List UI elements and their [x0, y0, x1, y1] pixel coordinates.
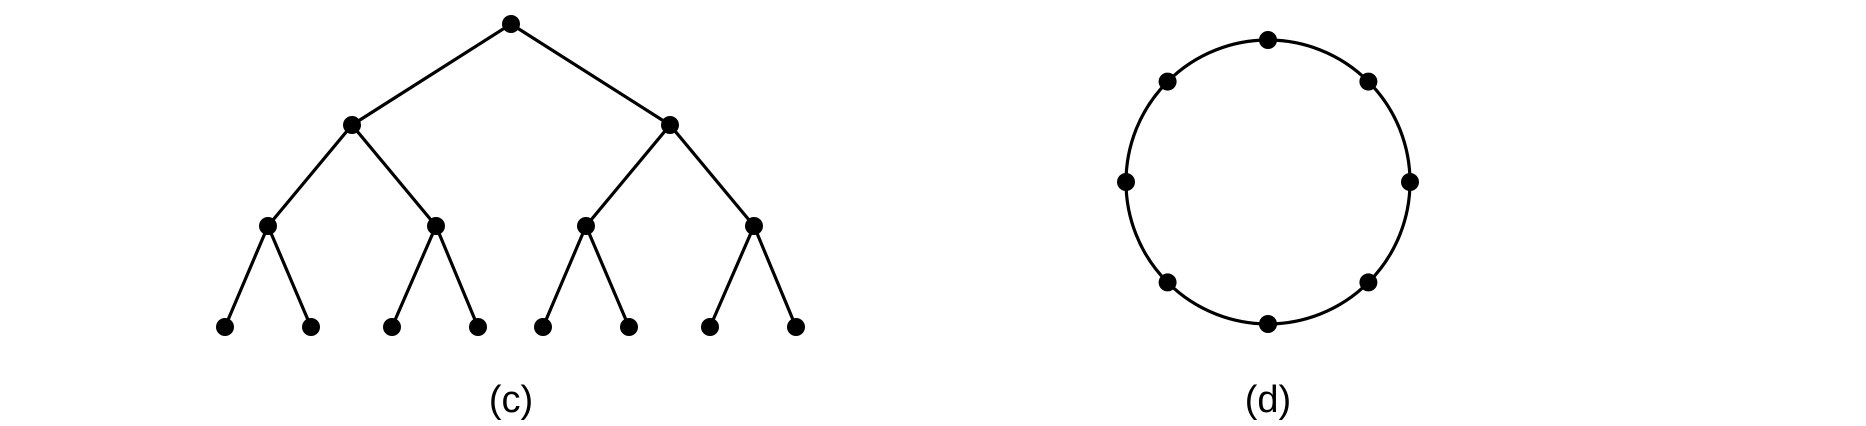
- tree-edge: [266, 123, 354, 228]
- tree-leaf-node: [383, 318, 401, 336]
- tree-edge: [223, 224, 270, 329]
- tree-edge: [584, 224, 631, 329]
- cycle-node: [1158, 72, 1177, 91]
- tree-nodes: [216, 15, 805, 336]
- tree-edges: [223, 22, 798, 329]
- tree-edge: [434, 224, 480, 329]
- cycle-graph-diagram: [1117, 31, 1419, 333]
- tree-leaf-node: [620, 318, 638, 336]
- tree-node: [259, 217, 277, 235]
- cycle-node: [1158, 273, 1177, 292]
- tree-leaf-node: [216, 318, 234, 336]
- tree-edge: [668, 123, 756, 228]
- tree-edge: [350, 123, 438, 228]
- cycle-node: [1259, 315, 1277, 333]
- tree-leaf-node: [534, 318, 552, 336]
- caption-c: (c): [489, 379, 533, 421]
- tree-edge: [541, 224, 588, 329]
- tree-node: [343, 116, 361, 134]
- tree-node: [661, 116, 679, 134]
- tree-leaf-node: [469, 318, 487, 336]
- tree-edge: [584, 123, 672, 228]
- tree-node: [427, 217, 445, 235]
- tree-node: [745, 217, 763, 235]
- tree-leaf-node: [302, 318, 320, 336]
- tree-leaf-node: [787, 318, 805, 336]
- tree-edge: [509, 22, 672, 127]
- cycle-node: [1117, 173, 1135, 191]
- tree-node: [577, 217, 595, 235]
- tree-edge: [708, 224, 756, 329]
- caption-d: (d): [1245, 379, 1291, 421]
- tree-edge: [350, 22, 513, 127]
- binary-tree-diagram: [216, 15, 805, 336]
- tree-edge: [752, 224, 798, 329]
- cycle-node: [1359, 72, 1378, 91]
- tree-root-node: [502, 15, 520, 33]
- cycle-nodes: [1117, 31, 1419, 333]
- cycle-node: [1359, 273, 1378, 292]
- tree-edge: [390, 224, 438, 329]
- cycle-node: [1401, 173, 1419, 191]
- cycle-node: [1259, 31, 1277, 49]
- tree-leaf-node: [701, 318, 719, 336]
- tree-edge: [266, 224, 313, 329]
